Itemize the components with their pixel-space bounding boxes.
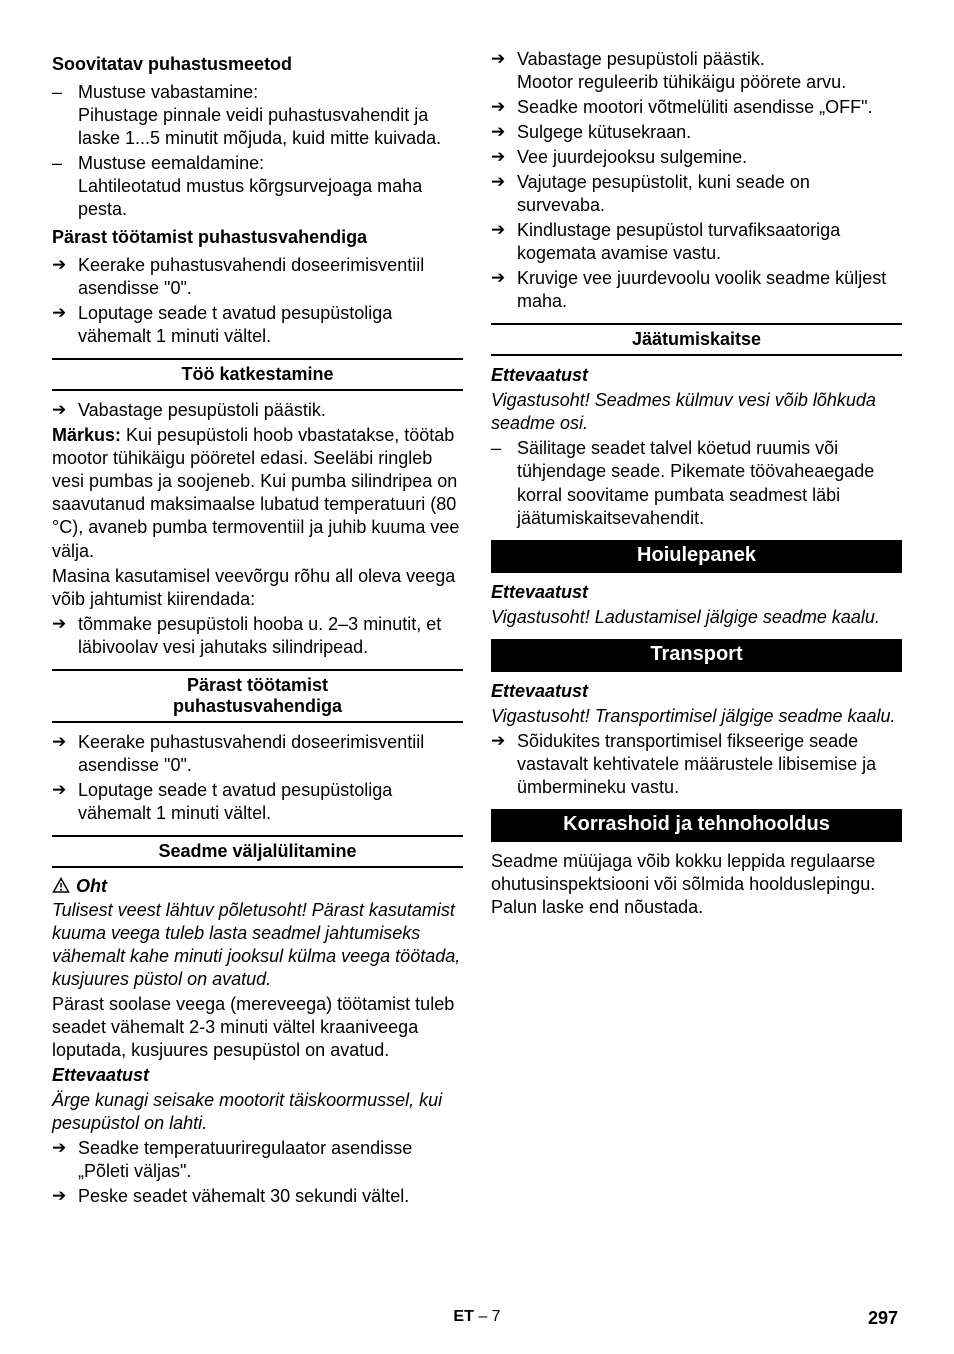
paragraph-saltwater: Pärast soolase veega (mereveega) töötami… (52, 993, 463, 1062)
section-maintenance: Korrashoid ja tehnohooldus (491, 809, 902, 842)
section-transport: Transport (491, 639, 902, 672)
list-item: Mustuse vabastamine: Pihustage pinnale v… (52, 81, 463, 150)
list-item: Kruvige vee juurdevoolu voolik seadme kü… (491, 267, 902, 313)
warning-triangle-icon (52, 877, 70, 895)
caution-label-1: Ettevaatust (52, 1064, 463, 1087)
list-transport: Sõidukites transportimisel fikseerige se… (491, 730, 902, 799)
section-interrupt-work: Töö katkestamine (52, 358, 463, 391)
section-line-2: puhastusvahendiga (173, 696, 342, 716)
list-item: Keerake puhastusvahendi doseerimisventii… (52, 731, 463, 777)
caution-label-3: Ettevaatust (491, 581, 902, 604)
page-footer: ET – 7 297 (0, 1308, 954, 1326)
list-after-detergent-1: Keerake puhastusvahendi doseerimisventii… (52, 254, 463, 348)
caution-label-4: Ettevaatust (491, 680, 902, 703)
list-item: Vabastage pesupüstoli päästik. (52, 399, 463, 422)
heading-after-detergent-1: Pärast töötamist puhastusvahendiga (52, 227, 463, 248)
list-item: Peske seadet vähemalt 30 sekundi vältel. (52, 1185, 463, 1208)
list-item: Sõidukites transportimisel fikseerige se… (491, 730, 902, 799)
danger-body: Tulisest veest lähtuv põletusoht! Pärast… (52, 899, 463, 991)
footer-page-rel: – 7 (474, 1308, 501, 1325)
danger-label: Oht (76, 876, 107, 897)
list-item: Säilitage seadet talvel köetud ruumis võ… (491, 437, 902, 529)
list-interrupt: Vabastage pesupüstoli päästik. (52, 399, 463, 422)
list-item-body: Pihustage pinnale veidi puhastusvahendit… (78, 105, 441, 148)
list-item: Seadke temperatuuriregulaator asendisse … (52, 1137, 463, 1183)
list-item: Vee juurdejooksu sulgemine. (491, 146, 902, 169)
caution-body-2: Vigastusoht! Seadmes külmuv vesi võib lõ… (491, 389, 902, 435)
danger-row: Oht (52, 876, 463, 897)
section-storage: Hoiulepanek (491, 540, 902, 573)
footer-center: ET – 7 (453, 1308, 500, 1326)
list-item: tõmmake pesupüstoli hooba u. 2–3 minutit… (52, 613, 463, 659)
note-body: Kui pesupüstoli hoob vbastatakse, töötab… (52, 425, 459, 560)
section-frost: Jäätumiskaitse (491, 323, 902, 356)
paragraph-maintenance: Seadme müüjaga võib kokku leppida regula… (491, 850, 902, 919)
list-item-label: Mustuse vabastamine: (78, 81, 463, 104)
list-item: Sulgege kütusekraan. (491, 121, 902, 144)
caution-body-4: Vigastusoht! Transportimisel jälgige sea… (491, 705, 902, 728)
list-cooling: tõmmake pesupüstoli hooba u. 2–3 minutit… (52, 613, 463, 659)
list-item: Vabastage pesupüstoli päästik. Mootor re… (491, 48, 902, 94)
caution-body-3: Vigastusoht! Ladustamisel jälgige seadme… (491, 606, 902, 629)
list-item: Mustuse eemaldamine: Lahtileotatud mustu… (52, 152, 463, 221)
footer-page-number: 297 (868, 1308, 898, 1329)
caution-label-2: Ettevaatust (491, 364, 902, 387)
list-item: Keerake puhastusvahendi doseerimisventii… (52, 254, 463, 300)
list-item: Loputage seade t avatud pesupüstoliga vä… (52, 779, 463, 825)
paragraph-cooling: Masina kasutamisel veevõrgu rõhu all ole… (52, 565, 463, 611)
list-after-detergent-2: Keerake puhastusvahendi doseerimisventii… (52, 731, 463, 825)
list-item: Loputage seade t avatud pesupüstoliga vä… (52, 302, 463, 348)
heading-recommended-method: Soovitatav puhastusmeetod (52, 54, 463, 75)
list-item: Vajutage pesupüstolit, kuni seade on sur… (491, 171, 902, 217)
section-after-detergent-2: Pärast töötamist puhastusvahendiga (52, 669, 463, 723)
note-paragraph: Märkus: Kui pesupüstoli hoob vbastatakse… (52, 424, 463, 562)
footer-lang: ET (453, 1308, 473, 1325)
list-item-body: Lahtileotatud mustus kõrgsurvejoaga maha… (78, 176, 422, 219)
list-item-label: Mustuse eemaldamine: (78, 152, 463, 175)
section-line-1: Pärast töötamist (187, 675, 328, 695)
section-switch-off: Seadme väljalülitamine (52, 835, 463, 868)
list-item: Kindlustage pesupüstol turvafiksaatoriga… (491, 219, 902, 265)
list-frost: Säilitage seadet talvel köetud ruumis võ… (491, 437, 902, 529)
note-label: Märkus: (52, 425, 126, 445)
list-recommended-method: Mustuse vabastamine: Pihustage pinnale v… (52, 81, 463, 221)
list-item: Seadke mootori võtmelüliti asendisse „OF… (491, 96, 902, 119)
caution-body-1: Ärge kunagi seisake mootorit täiskoormus… (52, 1089, 463, 1135)
